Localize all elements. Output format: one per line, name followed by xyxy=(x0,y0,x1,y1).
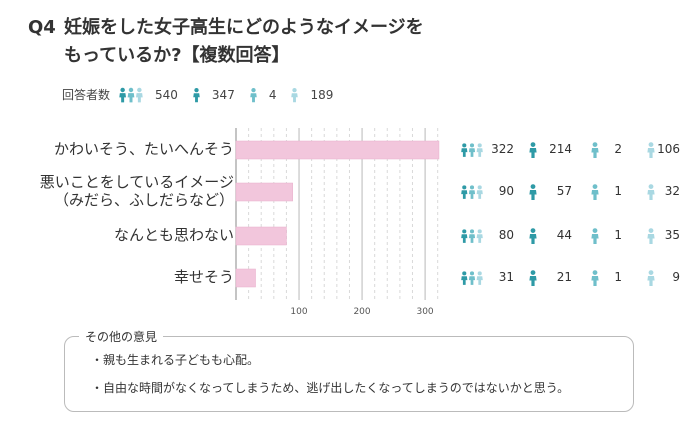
other-opinions-title: その他の意見 xyxy=(79,328,164,345)
person-dark-icon xyxy=(528,227,538,249)
breakdown-value: 106 xyxy=(657,142,680,156)
breakdown-value: 322 xyxy=(491,142,514,156)
breakdown-value: 2 xyxy=(614,142,622,156)
bar xyxy=(235,182,293,202)
breakdown-value: 90 xyxy=(498,184,514,198)
category-label-line: 幸せそう xyxy=(173,268,234,286)
question-number: Q4 xyxy=(28,17,56,38)
person-mid-icon xyxy=(590,269,600,291)
bar xyxy=(235,268,256,288)
person-dark-icon xyxy=(192,87,207,103)
x-tick-label: 100 xyxy=(290,307,307,317)
person-light-icon xyxy=(646,227,656,249)
breakdown-value: 1 xyxy=(614,270,622,284)
x-tick-label: 300 xyxy=(416,307,433,317)
breakdown-value: 35 xyxy=(664,228,680,242)
page-title: Q4 妊娠をした女子高生にどのようなイメージを もっているか?【複数回答】 xyxy=(28,14,424,70)
title-line-1: 妊娠をした女子高生にどのようなイメージを xyxy=(64,17,424,38)
respondent-group-2-value: 4 xyxy=(268,87,277,102)
person-mid-icon xyxy=(590,141,600,163)
person-mid-icon xyxy=(590,183,600,205)
category-label-line: （みだら、ふしだらなど） xyxy=(53,191,234,209)
three-people-icon xyxy=(460,269,484,291)
person-mid-icon xyxy=(249,87,264,103)
breakdown-value: 44 xyxy=(556,228,572,242)
person-dark-icon xyxy=(528,269,538,291)
breakdown-value: 21 xyxy=(556,270,572,284)
category-label: なんとも思わない xyxy=(114,226,234,244)
respondent-label: 回答者数 xyxy=(62,88,111,102)
opinion-item: ・自由な時間がなくなってしまうため、逃げ出したくなってしまうのではないかと思う。 xyxy=(91,381,570,395)
respondent-group-1-value: 347 xyxy=(211,87,235,102)
person-light-icon xyxy=(646,269,656,291)
opinion-item: ・親も生まれる子どもも心配。 xyxy=(91,353,260,367)
respondent-group-2: 4 xyxy=(249,87,277,103)
breakdown-value: 31 xyxy=(498,270,514,284)
three-people-icon xyxy=(460,141,484,163)
respondent-group-1: 347 xyxy=(192,87,235,103)
person-mid-icon xyxy=(590,227,600,249)
three-people-icon xyxy=(460,183,484,205)
breakdown-value: 214 xyxy=(549,142,572,156)
three-people-icon xyxy=(118,87,150,103)
breakdown-value: 1 xyxy=(614,228,622,242)
person-light-icon xyxy=(646,183,656,205)
respondent-total: 540 xyxy=(118,87,178,103)
other-opinions-box: その他の意見 ・親も生まれる子どもも心配。 ・自由な時間がなくなってしまうため、… xyxy=(64,328,634,412)
bar xyxy=(235,140,440,160)
bar xyxy=(235,226,287,246)
person-light-icon xyxy=(646,141,656,163)
person-light-icon xyxy=(290,87,305,103)
category-label: 悪いことをしているイメージ （みだら、ふしだらなど） xyxy=(40,173,234,209)
category-label-line: 悪いことをしているイメージ xyxy=(39,173,234,191)
category-label: かわいそう、たいへんそう xyxy=(54,140,234,158)
three-people-icon xyxy=(460,227,484,249)
respondent-group-3: 189 xyxy=(290,87,333,103)
breakdown-value: 80 xyxy=(498,228,514,242)
person-dark-icon xyxy=(528,141,538,163)
category-label: 幸せそう xyxy=(174,268,234,286)
x-tick-label: 200 xyxy=(353,307,370,317)
breakdown-value: 32 xyxy=(664,184,680,198)
title-line-2: もっているか?【複数回答】 xyxy=(64,45,290,66)
breakdown-value: 1 xyxy=(614,184,622,198)
respondent-total-value: 540 xyxy=(155,87,178,102)
bar-chart: 100 200 300 xyxy=(235,128,440,317)
category-label-line: なんとも思わない xyxy=(113,226,234,244)
category-label-line: かわいそう、たいへんそう xyxy=(53,140,234,158)
person-dark-icon xyxy=(528,183,538,205)
respondent-group-3-value: 189 xyxy=(310,87,334,102)
respondent-counts: 回答者数 540 347 4 189 xyxy=(62,86,347,103)
breakdown-value: 9 xyxy=(672,270,680,284)
breakdown-value: 57 xyxy=(556,184,572,198)
